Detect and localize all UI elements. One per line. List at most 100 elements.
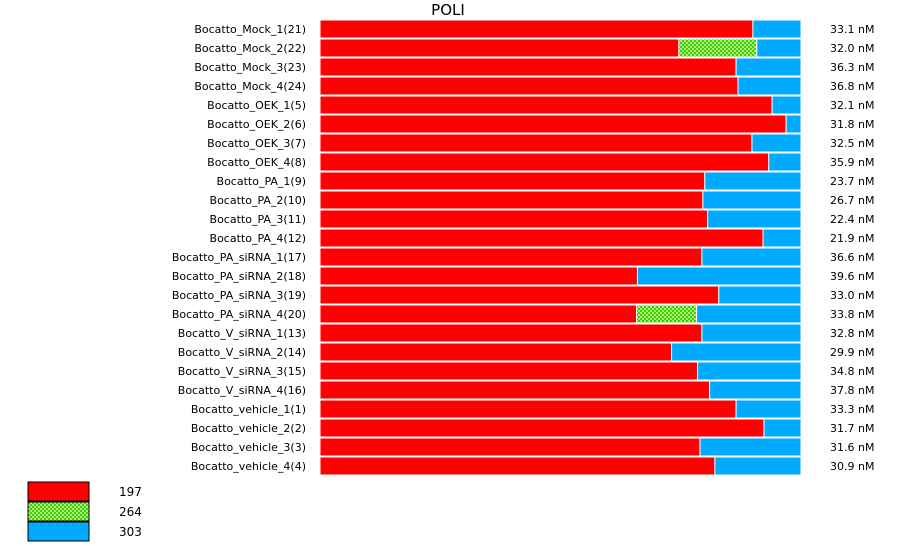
row-label: Bocatto_PA_siRNA_3(19): [172, 289, 306, 302]
bar-segment-264: [635, 304, 698, 324]
bar-segment-303: [671, 342, 802, 362]
bar-segment-264: [678, 38, 758, 58]
row-label: Bocatto_vehicle_1(1): [191, 403, 306, 416]
bar-segment-303: [697, 361, 802, 381]
concentration-label: 30.9 nM: [830, 460, 874, 473]
concentration-label: 33.0 nM: [830, 289, 874, 302]
concentration-label: 36.8 nM: [830, 80, 874, 93]
bar-segment-197: [319, 114, 787, 134]
row-label: Bocatto_OEK_1(5): [207, 99, 306, 112]
row-label: Bocatto_V_siRNA_3(15): [178, 365, 306, 378]
bar-segment-303: [718, 285, 802, 305]
row-label: Bocatto_vehicle_2(2): [191, 422, 306, 435]
bar-segment-303: [756, 38, 802, 58]
bar-segment-303: [714, 456, 802, 476]
bar-segment-197: [319, 418, 765, 438]
bar-segment-197: [319, 380, 711, 400]
bar-segment-197: [319, 399, 737, 419]
row-label: Bocatto_Mock_4(24): [194, 80, 306, 93]
bar-segment-303: [768, 152, 802, 172]
legend-label: 197: [119, 485, 142, 499]
chart-title: POLI: [431, 1, 465, 19]
legend-swatch-264: [27, 501, 90, 522]
concentration-label: 26.7 nM: [830, 194, 874, 207]
bar-segment-303: [701, 247, 802, 267]
bar-segment-303: [737, 76, 802, 96]
bar-segment-197: [319, 456, 716, 476]
bar-segment-197: [319, 95, 773, 115]
concentration-label: 36.6 nM: [830, 251, 874, 264]
bar-segment-197: [319, 342, 673, 362]
bar-segment-303: [735, 399, 802, 419]
row-label: Bocatto_PA_1(9): [217, 175, 306, 188]
row-label: Bocatto_vehicle_3(3): [191, 441, 306, 454]
row-label: Bocatto_OEK_3(7): [207, 137, 306, 150]
bar-segment-197: [319, 57, 737, 77]
bar-segment-303: [771, 95, 802, 115]
row-label: Bocatto_Mock_2(22): [194, 42, 306, 55]
concentration-label: 39.6 nM: [830, 270, 874, 283]
row-label: Bocatto_Mock_3(23): [194, 61, 306, 74]
concentration-label: 31.8 nM: [830, 118, 874, 131]
row-label: Bocatto_vehicle_4(4): [191, 460, 306, 473]
row-label: Bocatto_V_siRNA_4(16): [178, 384, 306, 397]
concentration-label: 35.9 nM: [830, 156, 874, 169]
bar-segment-197: [319, 247, 703, 267]
concentration-label: 32.0 nM: [830, 42, 874, 55]
bar-segment-197: [319, 285, 720, 305]
concentration-label: 32.8 nM: [830, 327, 874, 340]
concentration-label: 31.7 nM: [830, 422, 874, 435]
row-label: Bocatto_PA_siRNA_2(18): [172, 270, 306, 283]
bar-segment-303: [707, 209, 802, 229]
bar-segment-303: [696, 304, 802, 324]
bar-segment-197: [319, 38, 680, 58]
concentration-label: 36.3 nM: [830, 61, 874, 74]
concentration-label: 32.5 nM: [830, 137, 874, 150]
bar-segment-197: [319, 437, 701, 457]
bar-segment-303: [752, 19, 802, 39]
bar-segment-197: [319, 19, 754, 39]
row-label: Bocatto_V_siRNA_1(13): [178, 327, 306, 340]
row-label: Bocatto_PA_siRNA_4(20): [172, 308, 306, 321]
legend-label: 264: [119, 505, 142, 519]
row-label: Bocatto_PA_3(11): [210, 213, 306, 226]
row-label: Bocatto_OEK_4(8): [207, 156, 306, 169]
bar-segment-303: [763, 418, 802, 438]
row-label: Bocatto_PA_4(12): [210, 232, 306, 245]
bar-segment-197: [319, 190, 704, 210]
bar-segment-197: [319, 209, 709, 229]
legend-swatch-303: [27, 521, 90, 542]
row-label: Bocatto_Mock_1(21): [194, 23, 306, 36]
concentration-label: 33.8 nM: [830, 308, 874, 321]
bar-segment-197: [319, 133, 753, 153]
bar-segment-197: [319, 76, 739, 96]
chart-rows: Bocatto_Mock_1(21) 33.1 nM Bocatto_Mock_2(…: [172, 19, 874, 476]
bar-segment-197: [319, 323, 703, 343]
bar-segment-303: [704, 171, 802, 191]
bar-segment-303: [699, 437, 802, 457]
bar-segment-303: [735, 57, 802, 77]
legend-label: 303: [119, 525, 142, 539]
concentration-label: 31.6 nM: [830, 441, 874, 454]
bar-segment-197: [319, 171, 706, 191]
bar-segment-303: [701, 323, 802, 343]
bar-segment-303: [702, 190, 802, 210]
row-label: Bocatto_PA_2(10): [210, 194, 306, 207]
concentration-label: 23.7 nM: [830, 175, 874, 188]
concentration-label: 32.1 nM: [830, 99, 874, 112]
bar-segment-197: [319, 304, 637, 324]
bar-segment-303: [751, 133, 802, 153]
concentration-label: 21.9 nM: [830, 232, 874, 245]
concentration-label: 22.4 nM: [830, 213, 874, 226]
bar-segment-197: [319, 361, 699, 381]
concentration-label: 37.8 nM: [830, 384, 874, 397]
bar-segment-197: [319, 152, 770, 172]
row-label: Bocatto_PA_siRNA_1(17): [172, 251, 306, 264]
bar-segment-303: [636, 266, 802, 286]
concentration-label: 33.1 nM: [830, 23, 874, 36]
bar-segment-303: [709, 380, 802, 400]
concentration-label: 33.3 nM: [830, 403, 874, 416]
bar-segment-303: [785, 114, 802, 134]
legend-swatch-197: [27, 481, 90, 502]
